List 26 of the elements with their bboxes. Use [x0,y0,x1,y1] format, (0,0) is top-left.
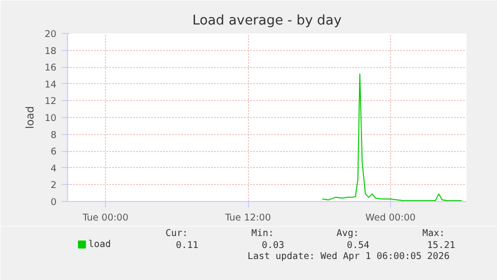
y-tick-label: 20 [44,29,57,40]
y-tick-label: 16 [44,62,57,74]
y-axis-title: load [24,106,37,129]
x-tick-label: Tue 00:00 [82,212,128,224]
y-tick-label: 10 [44,113,57,124]
legend-label: load [88,239,111,250]
text: Last update: Wed Apr 1 06:00:05 2026 [247,251,450,262]
text: Min: [251,228,274,239]
x-tick-label: Wed 00:00 [365,212,416,224]
y-tick-label: 14 [44,79,57,90]
text: Max: [422,228,445,239]
text: Avg: [336,228,359,239]
text: 0.54 [346,240,370,251]
y-tick-label: 4 [50,163,57,174]
y-tick-label: 12 [44,96,57,108]
y-tick-label: 2 [50,180,57,192]
text: 15.21 [427,240,456,251]
chart-title: Load average - by day [192,14,342,28]
text: Cur: [165,228,188,239]
x-tick-label: Tue 12:00 [224,212,271,224]
y-tick-label: 8 [50,130,57,141]
y-tick-label: 18 [44,46,57,57]
text: 0.03 [262,240,284,251]
y-tick-label: 0 [50,197,57,208]
y-tick-label: 6 [50,146,57,158]
text: 0.11 [176,240,198,251]
